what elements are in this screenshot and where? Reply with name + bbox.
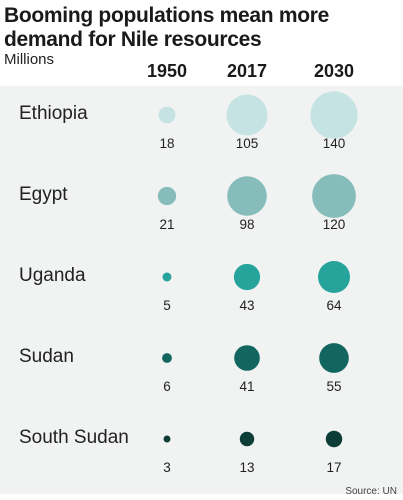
source-note: Source: UN (345, 486, 397, 497)
population-bubble (310, 91, 358, 139)
column-header-2017: 2017 (226, 61, 268, 81)
population-bubble (226, 94, 268, 136)
population-bubble (233, 263, 261, 291)
column-header-1950: 1950 (146, 61, 188, 81)
country-label: Egypt (19, 184, 68, 205)
value-label: 21 (159, 217, 175, 232)
population-bubble (158, 106, 176, 124)
value-label: 105 (235, 136, 259, 151)
value-label: 43 (239, 298, 255, 313)
row-band (0, 410, 403, 494)
value-label: 13 (239, 460, 255, 475)
population-bubble (239, 431, 255, 447)
population-bubble (234, 345, 260, 371)
population-bubble (162, 353, 172, 363)
value-label: 120 (322, 217, 346, 232)
value-label: 64 (326, 298, 342, 313)
value-label: 98 (239, 217, 255, 232)
population-bubble (157, 186, 177, 206)
value-label: 6 (163, 379, 171, 394)
value-label: 3 (163, 460, 171, 475)
population-bubble (318, 261, 350, 293)
population-bubble (227, 176, 267, 216)
country-label: Uganda (19, 265, 86, 286)
value-label: 5 (163, 298, 171, 313)
population-bubble (312, 174, 356, 218)
country-label: Ethiopia (19, 103, 88, 124)
value-label: 140 (322, 136, 346, 151)
population-bubble (163, 435, 171, 443)
population-bubble (319, 343, 349, 373)
population-bubble (162, 272, 172, 282)
chart-title: Booming populations mean more demand for… (4, 4, 329, 51)
value-label: 55 (326, 379, 342, 394)
value-label: 17 (326, 460, 342, 475)
population-bubble (325, 430, 343, 448)
country-label: South Sudan (19, 427, 129, 448)
value-label: 18 (159, 136, 175, 151)
column-header-2030: 2030 (313, 61, 355, 81)
value-label: 41 (239, 379, 255, 394)
unit-label: Millions (4, 51, 55, 68)
country-label: Sudan (19, 346, 74, 367)
